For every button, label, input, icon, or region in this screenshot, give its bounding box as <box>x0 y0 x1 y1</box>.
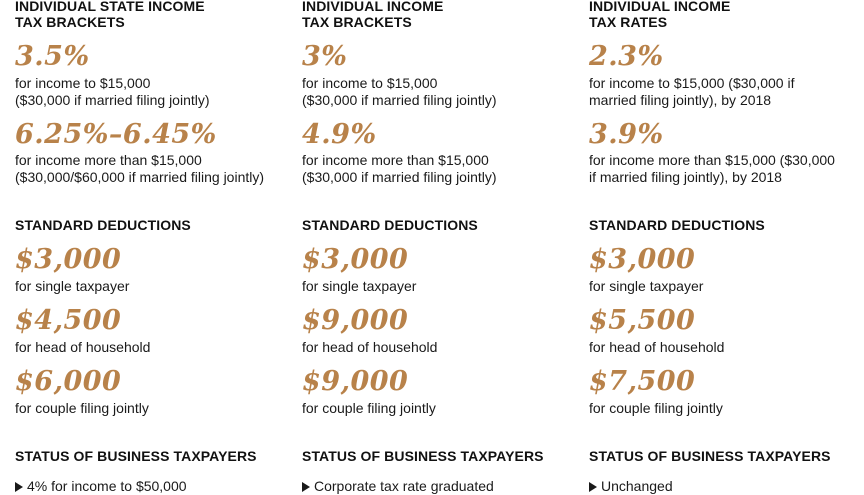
rate-value-2: 6.25%–6.45% <box>15 119 217 150</box>
rate-value-1: 3% <box>302 41 348 72</box>
business-bullet-text: 4% for income to $50,000 <box>27 478 187 494</box>
rate-desc-2-line-1: for income more than $15,000 ($30,000 <box>589 152 835 168</box>
business-bullet-text: Unchanged <box>601 478 673 494</box>
deduction-desc-couple: for couple filing jointly <box>15 400 149 416</box>
deduction-value-couple: $6,000 <box>15 366 122 397</box>
deduction-desc-household: for head of household <box>589 339 725 355</box>
deduction-desc-single: for single taxpayer <box>302 278 417 294</box>
rate-desc-1-line-2: ($30,000 if married filing jointly) <box>15 92 210 108</box>
business-bullet: Corporate tax rate graduated <box>302 478 494 495</box>
business-bullet-text: Corporate tax rate graduated <box>314 478 494 494</box>
rates-heading-line-2: TAX RATES <box>589 14 668 30</box>
rate-value-1: 3.5% <box>15 41 90 72</box>
rate-desc-2-line-1: for income more than $15,000 <box>15 152 202 168</box>
rate-value-1: 2.3% <box>589 41 664 72</box>
deduction-value-household: $4,500 <box>15 305 122 336</box>
rate-value-2: 3.9% <box>589 119 664 150</box>
rate-value-2: 4.9% <box>302 119 377 150</box>
business-bullet: Unchanged <box>589 478 673 495</box>
rate-desc-1-line-1: for income to $15,000 <box>15 75 151 91</box>
bullet-triangle-icon <box>15 481 23 492</box>
deductions-heading: STANDARD DEDUCTIONS <box>15 217 191 233</box>
brackets-heading-line-2: TAX BRACKETS <box>15 14 125 30</box>
rates-heading-line-1: INDIVIDUAL INCOME <box>589 0 731 14</box>
deduction-value-single: $3,000 <box>302 244 409 275</box>
brackets-heading-line-1: INDIVIDUAL INCOME <box>302 0 444 14</box>
deduction-desc-household: for head of household <box>302 339 438 355</box>
deduction-value-household: $9,000 <box>302 305 409 336</box>
bullet-triangle-icon <box>302 481 310 492</box>
deduction-desc-single: for single taxpayer <box>589 278 704 294</box>
deduction-desc-household: for head of household <box>15 339 151 355</box>
business-heading: STATUS OF BUSINESS TAXPAYERS <box>589 448 831 464</box>
brackets-heading-line-1: INDIVIDUAL STATE INCOME <box>15 0 205 14</box>
rate-desc-1-line-2: ($30,000 if married filing jointly) <box>302 92 497 108</box>
business-heading: STATUS OF BUSINESS TAXPAYERS <box>302 448 544 464</box>
deduction-desc-couple: for couple filing jointly <box>302 400 436 416</box>
deduction-desc-single: for single taxpayer <box>15 278 130 294</box>
rate-desc-2-line-2: ($30,000 if married filing jointly) <box>302 169 497 185</box>
bullet-triangle-icon <box>589 481 597 492</box>
business-heading: STATUS OF BUSINESS TAXPAYERS <box>15 448 257 464</box>
deduction-desc-couple: for couple filing jointly <box>589 400 723 416</box>
deduction-value-couple: $9,000 <box>302 366 409 397</box>
rate-desc-1-line-1: for income to $15,000 <box>302 75 438 91</box>
rate-desc-1-line-1: for income to $15,000 ($30,000 if <box>589 75 795 91</box>
business-bullet: 4% for income to $50,000 <box>15 478 187 495</box>
deductions-heading: STANDARD DEDUCTIONS <box>302 217 478 233</box>
rate-desc-1-line-2: married filing jointly), by 2018 <box>589 92 772 108</box>
deductions-heading: STANDARD DEDUCTIONS <box>589 217 765 233</box>
deduction-value-single: $3,000 <box>15 244 122 275</box>
rate-desc-2-line-2: if married filing jointly), by 2018 <box>589 169 782 185</box>
rate-desc-2-line-1: for income more than $15,000 <box>302 152 489 168</box>
deduction-value-household: $5,500 <box>589 305 696 336</box>
brackets-heading-line-2: TAX BRACKETS <box>302 14 412 30</box>
rate-desc-2-line-2: ($30,000/$60,000 if married filing joint… <box>15 169 265 185</box>
deduction-value-couple: $7,500 <box>589 366 696 397</box>
deduction-value-single: $3,000 <box>589 244 696 275</box>
